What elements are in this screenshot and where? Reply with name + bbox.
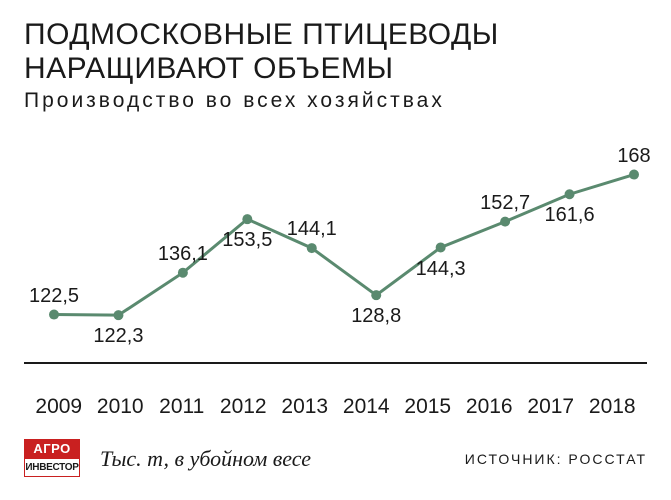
data-point-label: 144,3 <box>416 258 466 281</box>
chart-plot-area: 122,5 122,3 136,1 153,5 144,1 128,8 144,3 152,7… <box>24 133 647 373</box>
data-point-label: 168 <box>617 145 650 168</box>
data-point-label: 144,1 <box>287 218 337 241</box>
chart-marker <box>500 217 510 227</box>
chart-marker <box>436 243 446 253</box>
chart-marker <box>371 290 381 300</box>
logo-top: АГРО <box>24 439 80 459</box>
chart-marker <box>629 170 639 180</box>
agro-investor-logo: АГРО ИНВЕСТОР <box>24 439 80 479</box>
chart-line <box>54 175 634 316</box>
x-axis-year: 2009 <box>28 395 90 419</box>
data-point-label: 122,5 <box>29 285 79 308</box>
chart-footnote: Тыс. т, в убойном весе <box>100 446 445 472</box>
chart-title-line2: НАРАЩИВАЮТ ОБЪЕМЫ <box>24 52 647 86</box>
x-axis-year: 2011 <box>151 395 213 419</box>
x-axis-labels: 2009201020112012201320142015201620172018 <box>24 395 647 419</box>
data-point-label: 152,7 <box>480 192 530 215</box>
x-axis-year: 2012 <box>213 395 275 419</box>
data-point-label: 122,3 <box>93 325 143 348</box>
chart-source: ИСТОЧНИК: РОССТАТ <box>465 451 647 467</box>
x-axis-year: 2014 <box>336 395 398 419</box>
x-axis-year: 2016 <box>459 395 521 419</box>
x-axis-year: 2017 <box>520 395 582 419</box>
chart-marker <box>113 310 123 320</box>
x-axis-year: 2018 <box>582 395 644 419</box>
x-axis-year: 2013 <box>274 395 336 419</box>
data-point-label: 153,5 <box>222 229 272 252</box>
chart-marker <box>242 214 252 224</box>
x-axis-year: 2010 <box>90 395 152 419</box>
data-point-label: 128,8 <box>351 305 401 328</box>
logo-bottom: ИНВЕСТОР <box>24 459 80 477</box>
chart-marker <box>565 189 575 199</box>
chart-marker <box>178 268 188 278</box>
x-axis-year: 2015 <box>397 395 459 419</box>
chart-footer: АГРО ИНВЕСТОР Тыс. т, в убойном весе ИСТ… <box>24 439 647 479</box>
data-point-label: 136,1 <box>158 243 208 266</box>
chart-marker <box>307 243 317 253</box>
chart-title-line1: ПОДМОСКОВНЫЕ ПТИЦЕВОДЫ <box>24 18 647 52</box>
chart-marker <box>49 310 59 320</box>
chart-markers <box>49 170 639 321</box>
chart-subtitle: Производство во всех хозяйствах <box>24 89 647 113</box>
data-point-label: 161,6 <box>545 204 595 227</box>
